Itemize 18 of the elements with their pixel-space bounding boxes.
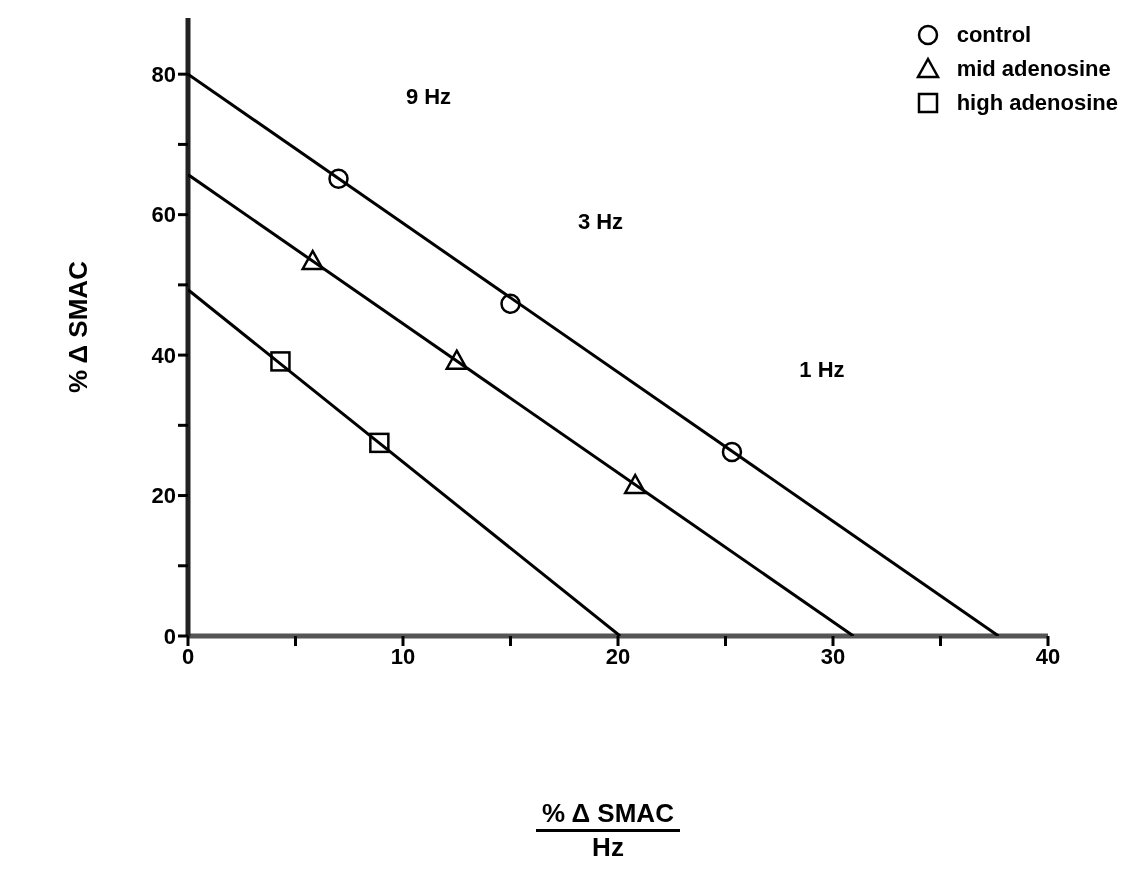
y-axis-title: % Δ SMAC	[63, 260, 94, 393]
y-tick-label: 80	[151, 61, 176, 87]
legend-label: control	[956, 22, 1032, 48]
x-tick-label: 10	[390, 643, 416, 669]
annotation: 3 Hz	[577, 208, 624, 234]
x-tick-label: 20	[605, 643, 631, 669]
legend-label: mid adenosine	[956, 56, 1111, 82]
annotation: 1 Hz	[799, 357, 845, 382]
x-tick-label: 30	[820, 643, 846, 669]
y-tick-label: 20	[151, 483, 176, 509]
annotation: 9 Hz	[405, 83, 452, 109]
y-tick-label: 60	[151, 202, 176, 228]
x-axis-title: % Δ SMAC Hz	[541, 798, 675, 863]
x-tick-label: 40	[1035, 643, 1061, 669]
legend-label: high adenosine	[956, 90, 1118, 116]
y-tick-label: 0	[163, 623, 176, 649]
x-tick-label: 0	[181, 643, 195, 669]
y-tick-label: 40	[151, 342, 176, 368]
